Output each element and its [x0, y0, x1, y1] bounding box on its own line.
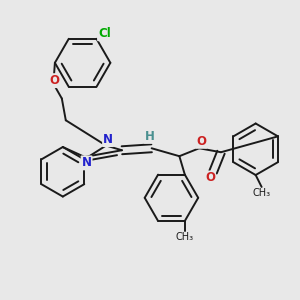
- Text: N: N: [103, 133, 113, 146]
- Text: O: O: [196, 135, 206, 148]
- Text: Cl: Cl: [98, 27, 111, 40]
- Text: N: N: [82, 156, 92, 170]
- Text: O: O: [49, 74, 59, 87]
- Text: O: O: [205, 172, 215, 184]
- Text: CH₃: CH₃: [253, 188, 271, 198]
- Text: H: H: [145, 130, 154, 143]
- Text: CH₃: CH₃: [176, 232, 194, 242]
